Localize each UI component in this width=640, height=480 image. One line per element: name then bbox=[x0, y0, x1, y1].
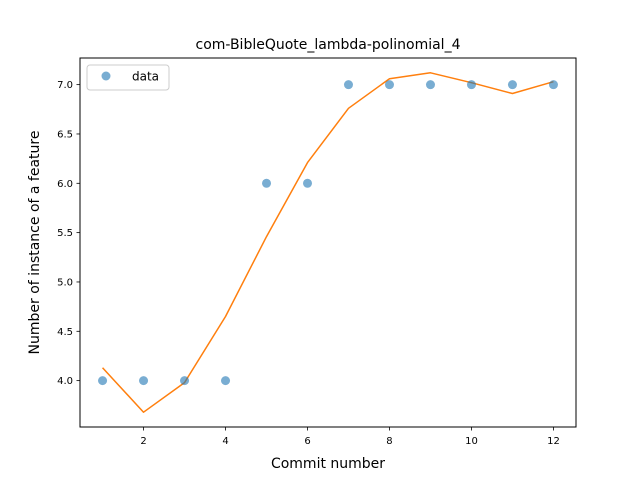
x-tick-label: 4 bbox=[222, 436, 228, 447]
chart-title: com-BibleQuote_lambda-polinomial_4 bbox=[196, 37, 461, 53]
x-axis: 2 4 6 8 10 12 bbox=[140, 427, 560, 447]
data-points-layer bbox=[98, 80, 558, 386]
data-point bbox=[425, 80, 435, 90]
legend-label-data: data bbox=[132, 70, 159, 84]
plot-area bbox=[79, 57, 577, 428]
data-point bbox=[98, 376, 108, 386]
y-tick-label: 6.0 bbox=[57, 179, 73, 190]
data-point bbox=[139, 376, 149, 386]
y-tick-label: 4.0 bbox=[57, 376, 73, 387]
data-point bbox=[343, 80, 353, 90]
x-tick-label: 8 bbox=[386, 436, 392, 447]
y-tick-label: 5.0 bbox=[57, 277, 73, 288]
x-tick-label: 6 bbox=[304, 436, 310, 447]
data-point bbox=[548, 80, 558, 90]
data-point bbox=[466, 80, 476, 90]
data-point bbox=[384, 80, 394, 90]
legend-box bbox=[86, 64, 170, 91]
y-axis: 4.0 4.5 5.0 5.5 6.0 6.5 7.0 bbox=[57, 80, 80, 387]
x-tick-label: 10 bbox=[465, 436, 478, 447]
y-tick-label: 4.5 bbox=[57, 327, 73, 338]
x-axis-label: Commit number bbox=[271, 456, 385, 472]
y-tick-label: 6.5 bbox=[57, 129, 73, 140]
y-tick-label: 7.0 bbox=[57, 80, 73, 91]
x-tick-label: 12 bbox=[547, 436, 560, 447]
y-tick-label: 5.5 bbox=[57, 228, 73, 239]
legend: data bbox=[86, 64, 170, 91]
fit-line bbox=[101, 72, 554, 413]
data-point bbox=[180, 376, 190, 386]
data-point bbox=[262, 178, 272, 188]
legend-marker-data bbox=[101, 71, 111, 81]
fit-line-layer bbox=[101, 72, 554, 413]
data-point bbox=[507, 80, 517, 90]
data-point bbox=[303, 178, 313, 188]
data-point bbox=[221, 376, 231, 386]
y-axis-label: Number of instance of a feature bbox=[27, 131, 43, 355]
x-tick-label: 2 bbox=[140, 436, 146, 447]
